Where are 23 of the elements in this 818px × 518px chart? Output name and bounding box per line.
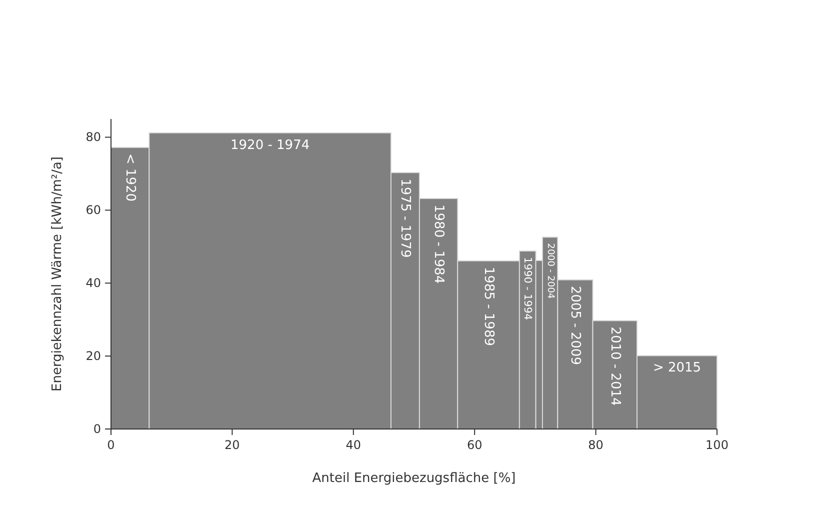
x-tick-label: 60 [466, 438, 482, 452]
x-tick-label: 80 [588, 438, 604, 452]
category-label: 1985 - 1989 [481, 266, 496, 346]
category-label: 1975 - 1979 [398, 178, 413, 258]
y-axis-title: Energiekennzahl Wärme [kWh/m²/a] [50, 156, 65, 392]
category-label: < 1920 [122, 153, 138, 202]
category-label: 2005 - 2009 [568, 286, 583, 365]
category-label: 2000 - 2004 [545, 243, 556, 299]
category-label: 2010 - 2014 [607, 326, 622, 406]
x-tick-label: 40 [346, 438, 362, 452]
category-label: 1920 - 1974 [230, 138, 310, 153]
y-tick-label: 60 [86, 203, 101, 218]
y-tick-label: 20 [86, 349, 101, 364]
category-label: 1980 - 1984 [431, 204, 446, 284]
category-label: 1990 - 1994 [522, 257, 534, 320]
y-tick-label: 80 [86, 130, 101, 144]
x-tick-label: 100 [706, 438, 728, 452]
y-tick-label: 0 [93, 422, 101, 436]
x-axis-title: Anteil Energiebezugsfläche [%] [312, 471, 516, 486]
category-label: > 2015 [652, 360, 702, 376]
y-tick-label: 40 [86, 276, 101, 290]
x-tick-label: 0 [107, 438, 115, 452]
x-tick-label: 20 [224, 438, 240, 452]
